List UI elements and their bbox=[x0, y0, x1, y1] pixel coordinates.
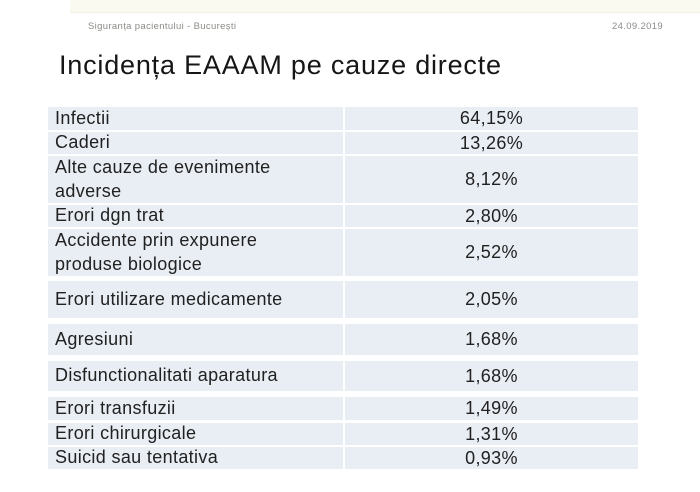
row-value: 8,12% bbox=[465, 169, 518, 189]
row-label: Alte cauze de evenimente adverse bbox=[48, 156, 345, 203]
row-value: 1,68% bbox=[465, 329, 518, 349]
row-value: 2,05% bbox=[465, 289, 518, 309]
table-row: Suicid sau tentativa 0,93% bbox=[48, 447, 638, 469]
row-value: 64,15% bbox=[459, 108, 524, 128]
row-value: 1,31% bbox=[465, 423, 518, 444]
table-row: Disfunctionalitati aparatura 1,68% bbox=[48, 361, 638, 391]
table-row: Erori transfuzii 1,49% bbox=[48, 397, 638, 420]
row-value: 2,80% bbox=[465, 205, 518, 226]
row-label: Disfunctionalitati aparatura bbox=[48, 361, 345, 391]
header-subtitle: Siguranța pacientului - București bbox=[88, 21, 237, 32]
table-row: Infectii 64,15% bbox=[48, 107, 638, 130]
row-value: 2,52% bbox=[465, 242, 518, 262]
row-label: Agresiuni bbox=[48, 324, 345, 355]
header-date: 24.09.2019 bbox=[611, 21, 663, 32]
table-row: Caderi 13,26% bbox=[48, 132, 638, 154]
row-label: Erori utilizare medicamente bbox=[48, 281, 345, 318]
table-row: Erori chirurgicale 1,31% bbox=[48, 423, 638, 445]
row-value: 0,93% bbox=[465, 447, 518, 468]
page-title: Incidența EAAAM pe cauze directe bbox=[59, 50, 502, 80]
row-value: 13,26% bbox=[459, 132, 524, 153]
row-label: Erori transfuzii bbox=[48, 397, 345, 420]
table-row: Agresiuni 1,68% bbox=[48, 324, 638, 355]
row-label: Erori dgn trat bbox=[48, 205, 345, 227]
row-label: Suicid sau tentativa bbox=[48, 447, 345, 469]
top-accent-bar bbox=[70, 0, 700, 13]
table-row: Alte cauze de evenimente adverse 8,12% bbox=[48, 156, 638, 203]
row-label: Infectii bbox=[48, 107, 345, 130]
table-row: Accidente prin expunere produse biologic… bbox=[48, 229, 638, 276]
row-value: 1,49% bbox=[465, 398, 518, 418]
row-label: Accidente prin expunere produse biologic… bbox=[48, 229, 345, 276]
row-value: 1,68% bbox=[465, 365, 518, 386]
causes-table: Infectii 64,15% Caderi 13,26% Alte cauze… bbox=[48, 107, 638, 469]
table-row: Erori utilizare medicamente 2,05% bbox=[48, 281, 638, 318]
table-row: Erori dgn trat 2,80% bbox=[48, 205, 638, 227]
row-label: Caderi bbox=[48, 132, 345, 154]
row-label: Erori chirurgicale bbox=[48, 423, 345, 445]
